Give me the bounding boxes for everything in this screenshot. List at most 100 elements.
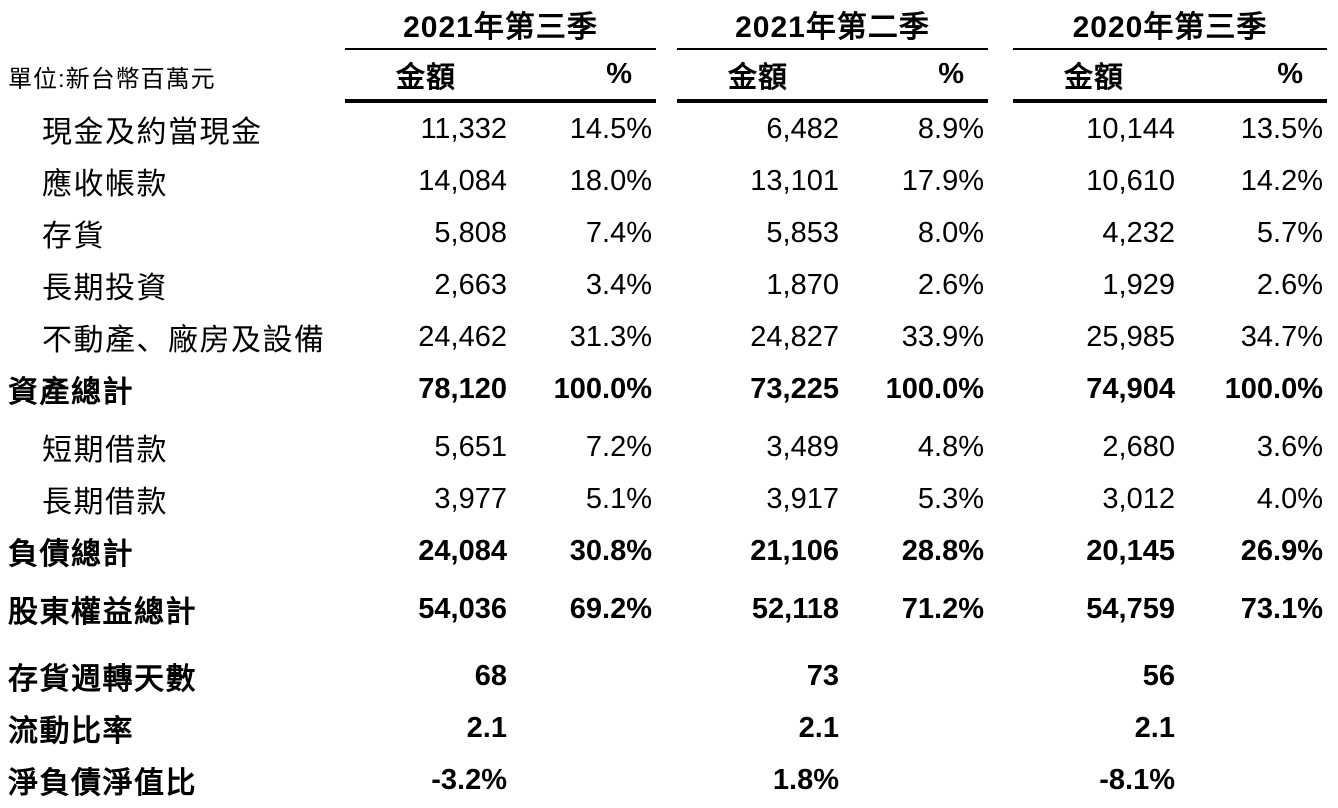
table-row-receivables: 應收帳款 14,084 18.0% 13,101 17.9% 10,610 14… <box>0 155 1338 207</box>
amount-value: 24,084 <box>418 534 507 567</box>
amount-value: 21,106 <box>750 534 839 567</box>
table-row-total-equity: 股東權益總計 54,036 69.2% 52,118 71.2% 54,759 … <box>0 583 1338 635</box>
table-row-inventory-turnover-days: 存貨週轉天數 68 73 56 <box>0 650 1338 702</box>
table-row-short-term-borrowings: 短期借款 5,651 7.2% 3,489 4.8% 2,680 3.6% <box>0 421 1338 473</box>
column-group-title-2021q3: 2021年第三季 <box>345 0 656 50</box>
ratio-value: -3.2% <box>431 763 507 796</box>
percent-value: 8.9% <box>917 112 984 145</box>
table-row-cash: 現金及約當現金 11,332 14.5% 6,482 8.9% 10,144 1… <box>0 103 1338 155</box>
percent-value: 100.0% <box>553 372 652 405</box>
percent-value: 14.5% <box>569 112 652 145</box>
amount-value: 3,977 <box>434 482 507 515</box>
amount-value: 2,680 <box>1102 430 1175 463</box>
percent-header: % <box>606 58 632 90</box>
row-label: 不動產、廠房及設備 <box>42 324 326 357</box>
row-label: 資產總計 <box>8 376 134 409</box>
amount-value: 24,827 <box>750 320 839 353</box>
ratio-value: -8.1% <box>1099 763 1175 796</box>
amount-value: 24,462 <box>418 320 507 353</box>
percent-value: 5.7% <box>1256 216 1323 249</box>
column-gap <box>988 50 1013 103</box>
ratio-value: 2.1 <box>798 711 839 744</box>
ratio-value: 2.1 <box>466 711 507 744</box>
column-gap <box>656 50 677 103</box>
column-gap <box>988 0 1013 50</box>
row-label: 存貨週轉天數 <box>8 663 197 696</box>
ratio-value: 56 <box>1142 659 1175 692</box>
table-row-total-liabilities: 負債總計 24,084 30.8% 21,106 28.8% 20,145 26… <box>0 525 1338 577</box>
percent-value: 34.7% <box>1240 320 1323 353</box>
percent-value: 7.2% <box>585 430 652 463</box>
amount-header: 金額 <box>727 61 788 94</box>
percent-value: 73.1% <box>1240 592 1323 625</box>
amount-value: 10,610 <box>1086 164 1175 197</box>
column-group-title-2020q3: 2020年第三季 <box>1013 0 1327 50</box>
amount-value: 10,144 <box>1086 112 1175 145</box>
subheader-group-2021q3: 金額 % <box>345 50 656 103</box>
subheader-group-2021q2: 金額 % <box>677 50 988 103</box>
amount-value: 5,808 <box>434 216 507 249</box>
row-label: 股東權益總計 <box>8 596 197 629</box>
percent-value: 2.6% <box>1256 268 1323 301</box>
percent-value: 33.9% <box>901 320 984 353</box>
percent-value: 17.9% <box>901 164 984 197</box>
amount-value: 5,651 <box>434 430 507 463</box>
percent-value: 71.2% <box>901 592 984 625</box>
table-row-long-term-borrowings: 長期借款 3,977 5.1% 3,917 5.3% 3,012 4.0% <box>0 473 1338 525</box>
amount-value: 25,985 <box>1086 320 1175 353</box>
percent-value: 4.8% <box>917 430 984 463</box>
amount-value: 78,120 <box>418 372 507 405</box>
percent-value: 26.9% <box>1240 534 1323 567</box>
row-label: 負債總計 <box>8 538 134 571</box>
table-row-ppe: 不動產、廠房及設備 24,462 31.3% 24,827 33.9% 25,9… <box>0 311 1338 363</box>
table-row-inventory: 存貨 5,808 7.4% 5,853 8.0% 4,232 5.7% <box>0 207 1338 259</box>
amount-value: 11,332 <box>420 112 507 145</box>
table-row-current-ratio: 流動比率 2.1 2.1 2.1 <box>0 702 1338 754</box>
header-subcolumn-row: 單位:新台幣百萬元 金額 % 金額 % 金額 % <box>0 50 1338 103</box>
row-label: 長期借款 <box>42 486 168 519</box>
percent-value: 28.8% <box>901 534 984 567</box>
amount-value: 14,084 <box>418 164 507 197</box>
row-label: 短期借款 <box>42 434 168 467</box>
amount-value: 52,118 <box>751 592 839 625</box>
percent-value: 14.2% <box>1240 164 1323 197</box>
ratio-value: 1.8% <box>772 763 839 796</box>
unit-label: 單位:新台幣百萬元 <box>8 66 216 93</box>
ratio-value: 68 <box>474 659 507 692</box>
amount-value: 74,904 <box>1086 372 1175 405</box>
percent-header: % <box>938 58 964 90</box>
amount-header: 金額 <box>1063 61 1124 94</box>
percent-value: 13.5% <box>1240 112 1323 145</box>
ratio-value: 73 <box>806 659 839 692</box>
header-spacer <box>0 0 345 50</box>
column-group-title-2021q2: 2021年第二季 <box>677 0 988 50</box>
amount-value: 5,853 <box>766 216 839 249</box>
row-label: 淨負債淨值比 <box>8 767 197 800</box>
row-label: 應收帳款 <box>42 168 168 201</box>
percent-value: 2.6% <box>917 268 984 301</box>
amount-value: 4,232 <box>1102 216 1175 249</box>
amount-value: 13,101 <box>750 164 839 197</box>
header-quarter-row: 2021年第三季 2021年第二季 2020年第三季 <box>0 0 1338 50</box>
table-row-long-term-investment: 長期投資 2,663 3.4% 1,870 2.6% 1,929 2.6% <box>0 259 1338 311</box>
percent-value: 100.0% <box>885 372 984 405</box>
percent-value: 3.6% <box>1256 430 1323 463</box>
percent-header: % <box>1277 58 1303 90</box>
percent-value: 18.0% <box>569 164 652 197</box>
amount-value: 3,012 <box>1102 482 1175 515</box>
row-label: 長期投資 <box>42 272 168 305</box>
amount-value: 1,929 <box>1102 268 1175 301</box>
column-gap <box>656 0 677 50</box>
amount-value: 1,870 <box>766 268 839 301</box>
percent-value: 31.3% <box>569 320 652 353</box>
percent-value: 69.2% <box>569 592 652 625</box>
row-label: 存貨 <box>42 220 105 253</box>
percent-value: 5.3% <box>917 482 984 515</box>
amount-value: 20,145 <box>1086 534 1175 567</box>
percent-value: 100.0% <box>1224 372 1323 405</box>
subheader-group-2020q3: 金額 % <box>1013 50 1327 103</box>
percent-value: 4.0% <box>1256 482 1323 515</box>
amount-header: 金額 <box>395 61 456 94</box>
percent-value: 8.0% <box>917 216 984 249</box>
